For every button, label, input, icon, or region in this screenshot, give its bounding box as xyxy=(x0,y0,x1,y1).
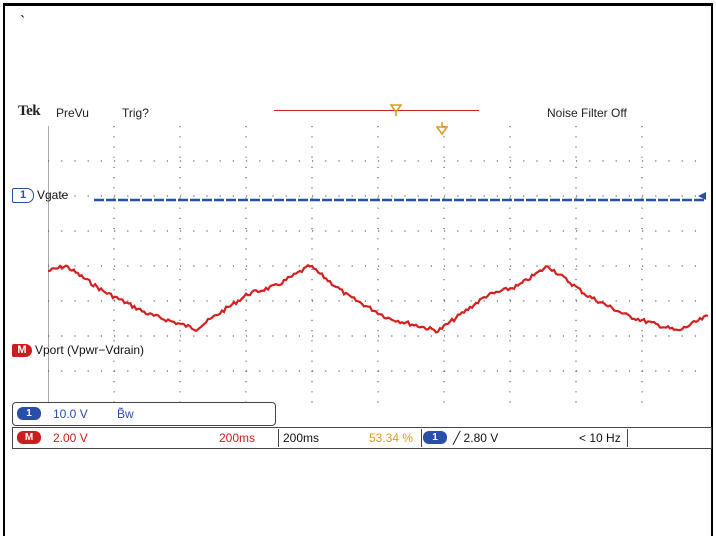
math-scale: 2.00 V xyxy=(53,431,88,445)
vport-trace xyxy=(48,263,708,334)
ch1-badge: 1 xyxy=(17,407,41,420)
ch1-name: Vgate xyxy=(37,188,69,202)
timebase: 200ms xyxy=(283,431,320,445)
math-badge: M xyxy=(17,431,41,444)
ch1-tag: 1 xyxy=(12,188,34,204)
ch1-readout[interactable]: 1 10.0 V B̃w xyxy=(12,402,276,426)
page-border-right xyxy=(711,6,713,536)
ch1-bandwidth: B̃w xyxy=(117,407,134,421)
brand-logo: Tek xyxy=(18,103,41,119)
math-time: 200ms xyxy=(219,431,256,445)
math-name: Vport (Vpwr−Vdrain) xyxy=(35,343,145,357)
trigger-position-marker-icon xyxy=(390,104,402,116)
trigger-point-icon xyxy=(436,122,448,136)
math-readout[interactable]: M 2.00 V 200ms 200ms 53.34 % 1 ╱ 2.80 V … xyxy=(12,427,712,449)
ch1-offscreen-arrow-icon xyxy=(698,192,706,200)
divider xyxy=(627,429,628,447)
divider xyxy=(278,429,279,447)
scope-header: Tek PreVu Trig? Noise Filter Off xyxy=(12,100,710,122)
acquisition-status: PreVu xyxy=(56,106,89,120)
math-marker[interactable]: M Vport (Vpwr−Vdrain) xyxy=(12,343,145,358)
ch1-marker[interactable]: 1 Vgate xyxy=(12,188,69,204)
trigger-position: 53.34 % xyxy=(369,431,414,445)
trigger-frequency: < 10 Hz xyxy=(579,431,621,445)
trigger-source-badge: 1 xyxy=(423,431,447,444)
ch1-scale: 10.0 V xyxy=(53,407,88,421)
page-border-top xyxy=(3,3,713,6)
divider xyxy=(421,429,422,447)
readout-panel: 1 10.0 V B̃w M 2.00 V 200ms 200ms 53.34 … xyxy=(12,402,712,449)
graticule xyxy=(48,126,708,406)
page-border-left xyxy=(3,6,5,536)
trigger-level: ╱ 2.80 V xyxy=(453,431,499,445)
trigger-status: Trig? xyxy=(122,106,149,120)
oscilloscope-screenshot: Tek PreVu Trig? Noise Filter Off 1 Vgate … xyxy=(12,100,712,450)
page-mark: ` xyxy=(20,14,26,31)
math-tag: M xyxy=(12,344,32,358)
noise-filter-status: Noise Filter Off xyxy=(547,106,627,120)
record-view-bar xyxy=(274,110,479,111)
